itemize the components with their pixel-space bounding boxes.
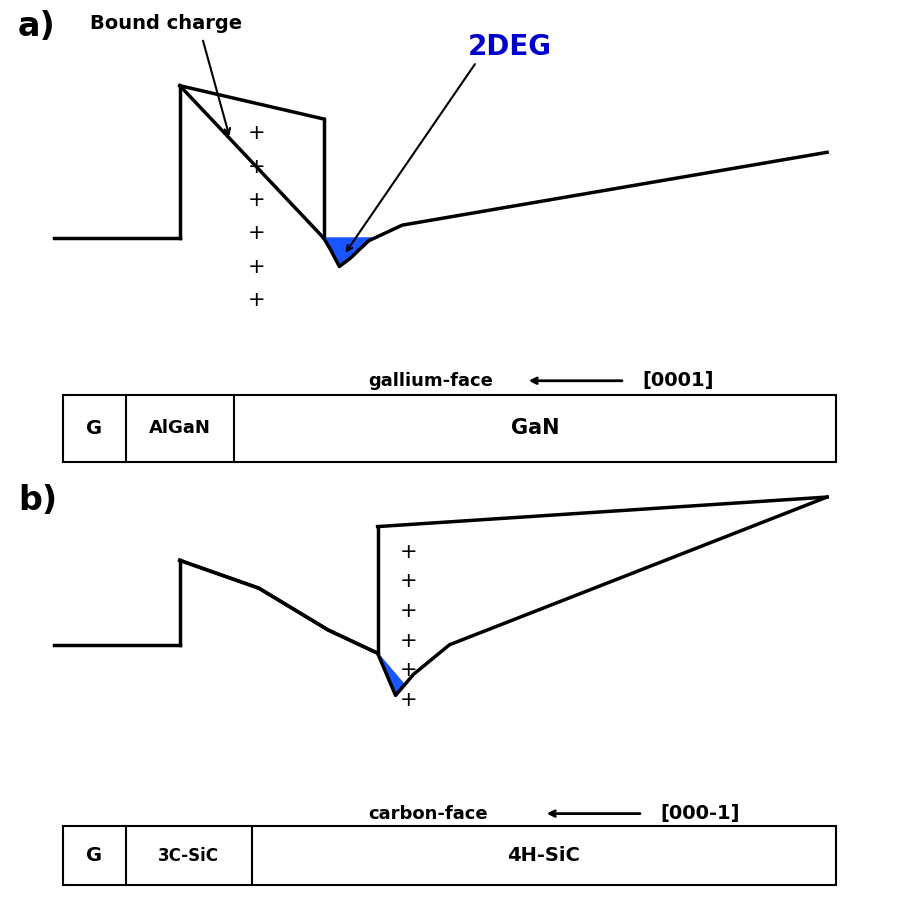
Text: +: + xyxy=(400,690,418,709)
Polygon shape xyxy=(324,238,374,267)
Text: +: + xyxy=(247,224,265,243)
Text: carbon-face: carbon-face xyxy=(369,805,488,823)
Text: +: + xyxy=(247,156,265,177)
Text: +: + xyxy=(400,630,418,650)
Text: G: G xyxy=(86,418,102,438)
Text: +: + xyxy=(400,601,418,621)
Text: Bound charge: Bound charge xyxy=(90,14,242,33)
Polygon shape xyxy=(342,637,405,695)
Text: b): b) xyxy=(18,484,58,517)
FancyBboxPatch shape xyxy=(63,826,836,885)
Text: [000-1]: [000-1] xyxy=(661,804,740,823)
Text: +: + xyxy=(247,123,265,144)
Text: +: + xyxy=(400,571,418,592)
Text: +: + xyxy=(247,189,265,210)
Text: G: G xyxy=(86,846,102,866)
Text: [0001]: [0001] xyxy=(643,371,715,391)
Text: GaN: GaN xyxy=(511,418,559,438)
Text: gallium-face: gallium-face xyxy=(369,372,494,390)
Text: +: + xyxy=(400,660,418,680)
Text: 2DEG: 2DEG xyxy=(467,33,551,61)
Text: +: + xyxy=(247,257,265,277)
Text: 3C-SiC: 3C-SiC xyxy=(158,847,219,865)
Text: +: + xyxy=(400,541,418,562)
FancyBboxPatch shape xyxy=(63,395,836,462)
Text: 4H-SiC: 4H-SiC xyxy=(507,846,581,866)
Text: AlGaN: AlGaN xyxy=(149,419,210,437)
Text: a): a) xyxy=(18,10,56,42)
Text: +: + xyxy=(247,290,265,310)
